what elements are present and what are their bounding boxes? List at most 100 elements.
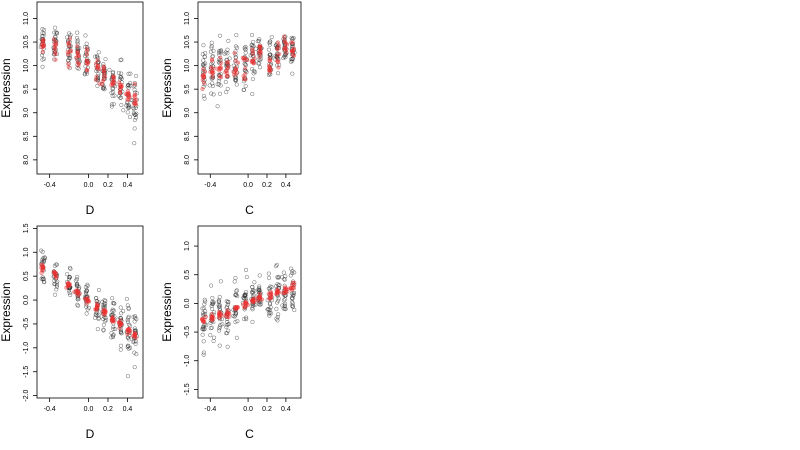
observed-point [107, 67, 112, 72]
observed-point [290, 271, 295, 276]
observed-point [265, 307, 270, 312]
fitted-point [243, 305, 248, 310]
y-tick-label: -0.5 [23, 318, 30, 330]
points-layer [38, 25, 139, 146]
x-tick-label: 0.2 [262, 406, 272, 413]
observed-point [216, 298, 221, 303]
fitted-point [75, 53, 81, 59]
fitted-point [201, 319, 206, 324]
x-axis-ticks: -0.4 0.0 0.2 0.4 [44, 398, 132, 413]
y-tick-label: 10.0 [184, 59, 191, 73]
observed-point [55, 31, 60, 36]
observed-point [75, 40, 80, 45]
observed-point [119, 57, 124, 62]
observed-point [127, 115, 133, 120]
fitted-point [65, 50, 70, 55]
observed-point [128, 71, 133, 76]
fitted-point [125, 89, 130, 94]
x-axis-label: C [245, 427, 254, 441]
fitted-point [241, 73, 246, 79]
observed-point [252, 280, 257, 285]
observed-point [290, 304, 295, 309]
observed-point [269, 311, 274, 316]
observed-point [125, 374, 131, 379]
observed-point [40, 33, 45, 39]
observed-point [75, 281, 80, 287]
fitted-point [100, 82, 105, 87]
observed-point [267, 42, 272, 47]
observed-point [96, 50, 101, 55]
observed-point [201, 339, 206, 344]
observed-point [233, 55, 238, 60]
observed-point [225, 331, 230, 336]
y-tick-label: 10.5 [184, 35, 191, 49]
fitted-point [233, 67, 238, 72]
observed-point [101, 327, 106, 332]
y-axis-label: Expression [160, 282, 174, 341]
observed-point [288, 266, 294, 271]
observed-point [101, 303, 106, 308]
observed-point [275, 315, 280, 320]
observed-point [243, 50, 248, 55]
observed-point [211, 48, 216, 53]
observed-point [118, 305, 123, 310]
observed-point [241, 87, 247, 92]
y-tick-label: 0.5 [184, 270, 191, 280]
fitted-point [118, 318, 123, 323]
x-tick-label: 0.2 [103, 406, 113, 413]
observed-point [211, 92, 216, 97]
x-axis-label: D [86, 203, 95, 217]
observed-point [266, 47, 271, 52]
observed-point [220, 322, 225, 327]
observed-point [75, 62, 80, 67]
fitted-point [233, 58, 238, 63]
observed-point [219, 317, 224, 322]
observed-point [257, 273, 262, 278]
fitted-point [76, 290, 81, 295]
y-tick-label: 11.0 [23, 12, 30, 25]
observed-point [276, 46, 281, 51]
y-tick-label: -1.5 [23, 366, 30, 378]
fitted-point [268, 69, 273, 74]
fitted-point [257, 54, 262, 59]
observed-point [125, 99, 130, 104]
fitted-point [125, 332, 130, 337]
fitted-point [110, 74, 116, 79]
y-tick-label: 1.0 [184, 241, 191, 251]
observed-point [127, 337, 132, 342]
observed-point [216, 78, 221, 83]
observed-point [250, 291, 255, 296]
fitted-point [126, 327, 131, 332]
panel-top-right: -0.4 0.0 0.2 0.4 8.0 8.5 9.0 9.5 10.0 10.5 11.0 C… [160, 1, 302, 217]
observed-point [201, 350, 206, 355]
y-tick-label: 10.5 [23, 35, 30, 49]
observed-point [75, 38, 80, 43]
observed-point [249, 32, 255, 38]
observed-point [41, 276, 46, 281]
observed-point [225, 344, 230, 349]
fitted-point [52, 270, 57, 275]
observed-point [268, 52, 273, 57]
x-tick-label: -0.4 [44, 182, 56, 189]
fitted-point [75, 44, 80, 49]
fitted-point [210, 314, 215, 319]
fitted-point [132, 331, 137, 336]
x-tick-label: -0.4 [204, 406, 216, 413]
fitted-point [126, 92, 131, 98]
observed-point [111, 70, 116, 75]
observed-point [84, 289, 89, 294]
observed-point [52, 292, 58, 297]
observed-point [85, 307, 90, 312]
observed-point [249, 42, 254, 47]
observed-point [131, 84, 136, 89]
observed-point [132, 350, 137, 355]
observed-point [209, 43, 214, 49]
observed-point [119, 102, 124, 108]
fitted-point [40, 39, 45, 44]
observed-point [292, 307, 297, 313]
observed-point [73, 278, 78, 283]
observed-point [211, 339, 216, 344]
fitted-point [282, 38, 287, 43]
fitted-point [200, 77, 205, 82]
observed-point [216, 59, 221, 65]
